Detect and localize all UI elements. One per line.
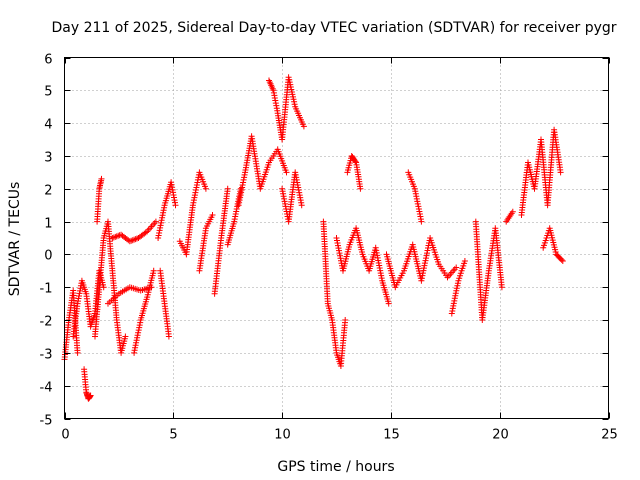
- data-point: [300, 123, 307, 130]
- data-point: [283, 169, 290, 176]
- x-tick-label: 25: [601, 428, 618, 443]
- y-axis-label: SDTVAR / TECUs: [7, 182, 23, 297]
- y-tick-label: 0: [44, 249, 52, 264]
- data-point: [453, 264, 460, 271]
- y-tick-label: -4: [40, 381, 53, 396]
- axis-ticks: -5 -4 -3 -2 -1 0 1 2 3 4 5 6 0 5 10 15 20 25: [40, 53, 618, 443]
- data-point: [126, 238, 133, 245]
- data-point: [352, 158, 359, 165]
- y-tick-label: 5: [44, 85, 52, 100]
- data-point: [122, 333, 129, 340]
- data-point: [357, 185, 364, 192]
- y-tick-label: 6: [44, 53, 52, 68]
- data-point: [202, 185, 209, 192]
- y-tick-label: -2: [40, 315, 53, 330]
- data-point: [98, 175, 105, 182]
- data-point: [559, 258, 566, 264]
- data-point: [132, 236, 139, 243]
- data-point: [74, 349, 81, 356]
- data-point: [152, 218, 159, 225]
- x-tick-label: 15: [383, 428, 400, 443]
- y-tick-label: -3: [40, 348, 53, 363]
- y-tick-label: -5: [40, 414, 53, 429]
- grid-layer: [64, 57, 609, 419]
- data-point: [558, 256, 565, 263]
- data-point: [461, 258, 468, 264]
- data-point: [135, 329, 142, 336]
- y-tick-label: 3: [44, 151, 52, 166]
- data-point: [150, 267, 157, 274]
- data-point: [298, 202, 305, 209]
- data-point: [385, 300, 392, 307]
- data-point: [498, 284, 505, 291]
- x-axis-label: GPS time / hours: [277, 459, 394, 475]
- chart-title: Day 211 of 2025, Sidereal Day-to-day VTE…: [51, 20, 616, 36]
- data-point: [209, 212, 216, 218]
- y-tick-label: -1: [40, 282, 53, 297]
- y-tick-label: 1: [44, 217, 52, 232]
- data-point: [87, 392, 94, 399]
- data-point: [342, 317, 349, 323]
- data-point: [165, 333, 172, 340]
- x-tick-label: 0: [61, 428, 69, 443]
- x-tick-label: 5: [169, 428, 177, 443]
- x-tick-label: 10: [274, 428, 291, 443]
- data-point: [129, 237, 136, 244]
- data-points: [61, 74, 566, 402]
- data-point: [224, 185, 231, 192]
- y-tick-label: 2: [44, 184, 52, 199]
- plot-frame: [64, 57, 609, 419]
- data-point: [509, 208, 516, 215]
- y-tick-label: 4: [44, 118, 52, 133]
- x-tick-label: 20: [492, 428, 509, 443]
- data-point: [557, 169, 564, 176]
- data-point: [418, 218, 425, 225]
- data-point: [172, 202, 179, 209]
